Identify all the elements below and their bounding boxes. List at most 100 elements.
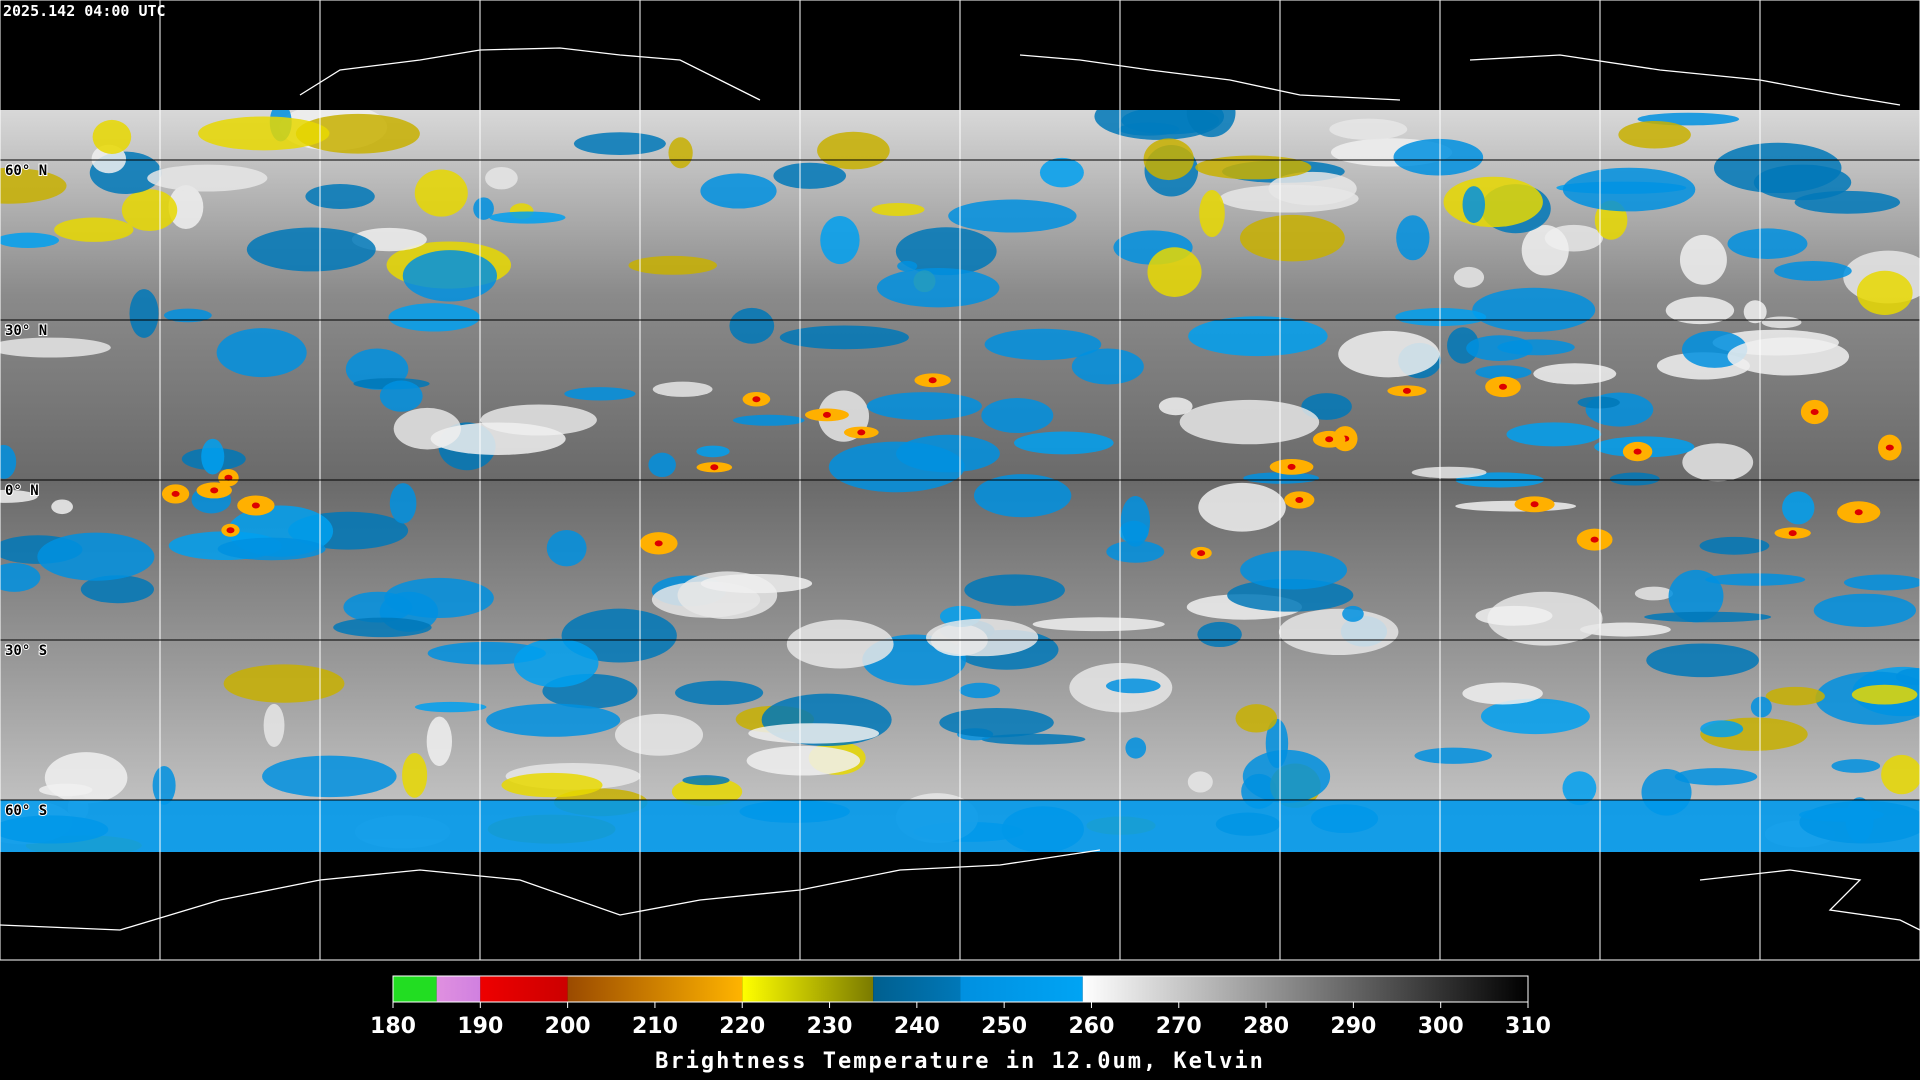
cloud-region [1120, 496, 1150, 547]
cloud-region [1466, 335, 1533, 362]
cloud-region [564, 387, 636, 401]
cloud-region [1186, 110, 1236, 138]
cloud-region [1106, 540, 1165, 563]
cloud-region [1644, 611, 1772, 623]
cloud-region [0, 337, 111, 358]
cloud-region [984, 328, 1102, 361]
coastline [0, 849, 1101, 931]
cloud-region [773, 162, 847, 189]
coastline [1469, 54, 1901, 106]
cloud-region [414, 701, 487, 713]
cloud-region [1634, 586, 1674, 601]
cloud-region [1679, 234, 1727, 285]
convective-core [1197, 550, 1206, 557]
cloud-region [1395, 308, 1487, 327]
colorbar-segment [960, 976, 1083, 1002]
cloud-region [1813, 593, 1917, 627]
cloud-region [746, 745, 861, 776]
cloud-region [1393, 138, 1484, 176]
colorbar-tick-label: 260 [1068, 1014, 1114, 1039]
cloud-region [1198, 482, 1286, 532]
cloud-region [1533, 363, 1617, 385]
cloud-region [1843, 574, 1920, 591]
cloud-region [1750, 696, 1772, 718]
cloud-region [223, 664, 345, 703]
cloud-region [700, 173, 777, 209]
cloud-region [1242, 749, 1331, 803]
colorbar-tick-label: 310 [1505, 1014, 1551, 1039]
convective-core [1885, 444, 1894, 451]
timestamp: 2025.142 04:00 UTC [3, 2, 166, 20]
colorbar-segment [436, 976, 481, 1002]
cloud-region [216, 328, 307, 378]
convective-core [710, 464, 719, 471]
cloud-region [1580, 622, 1671, 637]
colorbar-tick-label: 280 [1243, 1014, 1289, 1039]
cloud-region [37, 532, 155, 581]
cloud-region [333, 617, 432, 638]
cloud-region [652, 381, 713, 397]
cloud-region [981, 397, 1054, 434]
cloud-region [1506, 422, 1602, 447]
cloud-region [1895, 668, 1920, 686]
colorbar-segment [1082, 976, 1528, 1002]
cloud-region [305, 184, 375, 209]
cloud-region [1609, 472, 1660, 486]
cloud-region [1240, 550, 1348, 590]
cloud-region [1032, 617, 1165, 632]
cloud-region [1665, 296, 1735, 325]
cloud-region [1782, 491, 1815, 525]
convective-core [752, 396, 761, 403]
cloud-region [973, 474, 1072, 518]
latitude-label: 60° S [5, 803, 47, 819]
convective-core [857, 429, 866, 436]
cloud-region [1179, 399, 1320, 445]
cloud-region [80, 575, 154, 604]
cloud-region [388, 303, 480, 332]
cloud-region [668, 137, 693, 169]
graticule: 60° N 30° N 0° N 30° S 60° S [0, 0, 1920, 961]
cloud-region [866, 392, 982, 421]
cloud-region [828, 441, 965, 493]
cloud-region [1705, 573, 1806, 586]
colorbar-segment [393, 976, 437, 1002]
cloud-region [1727, 337, 1850, 376]
cloud-region [648, 452, 676, 478]
latitude-label: 60° N [5, 163, 47, 179]
cloud-region [1199, 190, 1225, 238]
cloud-region [1239, 214, 1345, 262]
cloud-region [1562, 167, 1696, 212]
cloud-region [51, 499, 73, 515]
cloud-region [486, 703, 621, 737]
cloud-region [959, 682, 1001, 699]
cloud-region [1646, 643, 1759, 678]
cloud-region [430, 422, 566, 455]
cloud-region [426, 716, 453, 766]
convective-core [1854, 509, 1863, 516]
cloud-region [1278, 608, 1399, 656]
cloud-region [1831, 759, 1881, 773]
convective-core [171, 490, 180, 497]
cloud-region [1396, 215, 1430, 261]
convective-core [1402, 387, 1411, 394]
cloud-region [1577, 396, 1620, 409]
cloud-region [1761, 316, 1802, 329]
cloud-region [129, 289, 159, 338]
cloud-region [1562, 771, 1597, 806]
cloud-region [671, 777, 743, 807]
colorbar-segment [873, 976, 961, 1002]
cloud-region [1071, 348, 1144, 385]
cloud-region [732, 414, 805, 426]
colorbar-tick-label: 230 [807, 1014, 853, 1039]
cloud-region [1105, 678, 1161, 694]
cloud-region [1143, 138, 1194, 181]
colorbar-tick-label: 220 [719, 1014, 765, 1039]
cloud-region [614, 713, 704, 756]
convective-core [1788, 530, 1797, 537]
colorbar-tick-label: 200 [545, 1014, 591, 1039]
cloud-region [39, 783, 93, 797]
convective-core [224, 474, 233, 481]
cloud-region [263, 703, 285, 747]
cloud-region [729, 307, 775, 344]
